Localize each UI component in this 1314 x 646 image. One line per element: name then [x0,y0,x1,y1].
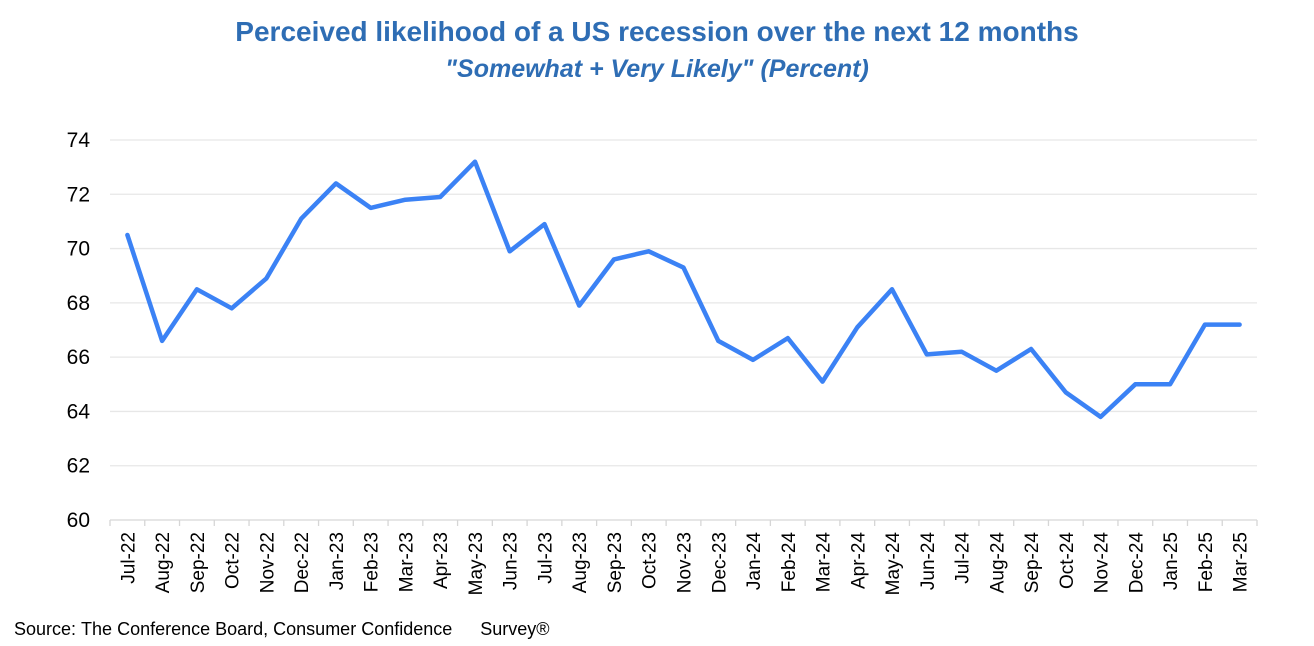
chart-subtitle: "Somewhat + Very Likely" (Percent) [445,55,869,84]
source-note: Source: The Conference Board, Consumer Co… [14,619,550,640]
x-axis-label: Jul-22 [118,532,139,584]
x-axis-label: Mar-23 [396,532,417,592]
x-axis-label: Dec-23 [709,532,730,593]
x-axis-label: Oct-23 [640,532,661,589]
x-axis-label: Sep-22 [188,532,209,593]
x-axis-label: Aug-24 [987,532,1008,594]
x-axis-label: Jun-23 [501,532,522,590]
source-suffix-label: Survey® [480,619,550,639]
x-axis-label: Jul-24 [953,532,974,584]
x-axis-label: Jul-23 [535,532,556,584]
x-axis-label: Nov-24 [1092,532,1113,594]
chart-header: Perceived likelihood of a US recession o… [0,16,1314,84]
x-axis-label: Aug-23 [570,532,591,593]
x-axis-label: Sep-23 [605,532,626,593]
x-axis-label: Sep-24 [1022,532,1043,594]
x-axis-label: Apr-23 [431,532,452,589]
y-axis-label: 60 [67,509,90,532]
x-axis-label: May-24 [883,532,904,596]
x-axis-label: Oct-22 [223,532,244,589]
series-line [125,159,1242,420]
recession-likelihood-line-chart: 60 62 64 66 68 70 72 74 Jul-22 Aug-22 Sep-22 Oct-22… [67,129,1258,596]
x-axis-label: Feb-23 [362,532,383,592]
x-axis-label: Dec-24 [1126,532,1147,594]
x-axis-label: May-23 [466,532,487,595]
y-axis-label: 68 [67,292,90,315]
y-axis-label: 72 [67,183,90,206]
y-axis-label: 66 [67,346,90,369]
x-axis-label: Jan-25 [1161,532,1182,590]
x-axis-label: Jan-23 [327,532,348,590]
x-axis-label: Mar-24 [814,532,835,593]
y-axis-label: 62 [67,455,90,478]
x-axis-label: Apr-24 [848,532,869,589]
x-axis-label: Mar-25 [1231,532,1252,592]
x-axis-label: Oct-24 [1057,532,1078,589]
x-axis-label: Jun-24 [918,532,939,591]
x-axis-label: Nov-23 [675,532,696,593]
x-axis-label: Nov-22 [257,532,278,593]
source-prefix-label: Source: [14,619,77,639]
chart-title: Perceived likelihood of a US recession o… [235,16,1079,47]
y-axis-label: 70 [67,238,90,261]
y-axis-label: 74 [67,129,91,152]
y-axis-label: 64 [67,400,91,423]
x-axis-label: Feb-24 [779,532,800,593]
x-axis-label: Aug-22 [153,532,174,593]
source-body-label: The Conference Board, Consumer Confidenc… [81,619,453,639]
x-axis-label: Feb-25 [1196,532,1217,592]
x-axis-label: Jan-24 [744,532,765,591]
x-axis-label: Dec-22 [292,532,313,593]
